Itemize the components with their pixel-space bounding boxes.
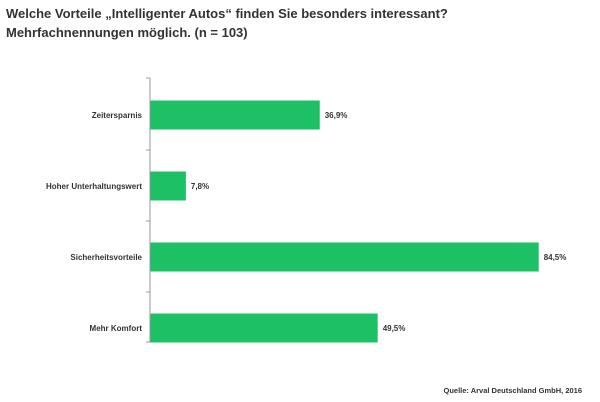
category-label-zeitersparnis: Zeitersparnis [92,111,143,120]
bar-zeitersparnis [150,100,320,130]
chart-title: Welche Vorteile „Intelligenter Autos“ fi… [6,4,596,42]
bars-group [150,100,539,343]
value-label-hoher-unterhaltungswert: 7,8% [191,182,209,191]
bar-mehr-komfort [150,313,378,343]
category-labels-group: Zeitersparnis Hoher Unterhaltungswert Sich… [46,111,143,333]
title-line-2: Mehrfachnennungen möglich. (n = 103) [6,25,248,40]
bar-hoher-unterhaltungswert [150,171,186,201]
source-note: Quelle: Arval Deutschland GmbH, 2016 [443,386,582,395]
category-label-sicherheitsvorteile: Sicherheitsvorteile [70,253,142,262]
value-label-sicherheitsvorteile: 84,5% [544,253,567,262]
value-labels-group: 36,9% 7,8% 84,5% 49,5% [191,111,567,333]
value-label-mehr-komfort: 49,5% [383,324,406,333]
bar-sicherheitsvorteile [150,242,539,272]
category-label-mehr-komfort: Mehr Komfort [90,324,143,333]
title-line-1: Welche Vorteile „Intelligenter Autos“ fi… [6,6,448,21]
value-label-zeitersparnis: 36,9% [325,111,348,120]
y-axis-group [146,77,151,343]
category-label-hoher-unterhaltungswert: Hoher Unterhaltungswert [46,182,142,191]
